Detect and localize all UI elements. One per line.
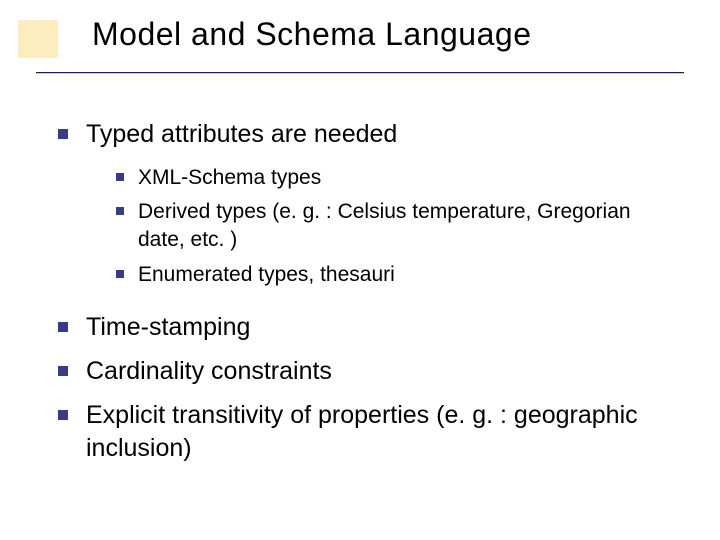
list-item-text: XML-Schema types bbox=[138, 164, 321, 192]
list-item-text: Time-stamping bbox=[86, 311, 250, 345]
list-item-text: Derived types (e. g. : Celsius temperatu… bbox=[138, 198, 678, 255]
title-underline bbox=[36, 72, 684, 73]
sub-list: XML-Schema types Derived types (e. g. : … bbox=[116, 164, 678, 289]
square-bullet-icon bbox=[58, 366, 68, 376]
list-item-text: Typed attributes are needed bbox=[86, 118, 397, 152]
list-item-text: Enumerated types, thesauri bbox=[138, 261, 395, 289]
list-item: Typed attributes are needed bbox=[58, 118, 678, 152]
square-bullet-icon bbox=[116, 207, 124, 215]
square-bullet-icon bbox=[58, 129, 68, 139]
list-item: Derived types (e. g. : Celsius temperatu… bbox=[116, 198, 678, 255]
square-bullet-icon bbox=[58, 410, 68, 420]
slide: Model and Schema Language Typed attribut… bbox=[0, 0, 720, 540]
square-bullet-icon bbox=[116, 270, 124, 278]
list-item-text: Cardinality constraints bbox=[86, 355, 332, 389]
title-accent-block bbox=[18, 20, 58, 58]
list-item: Cardinality constraints bbox=[58, 355, 678, 389]
slide-content: Typed attributes are needed XML-Schema t… bbox=[58, 118, 678, 476]
square-bullet-icon bbox=[116, 173, 124, 181]
list-item-text: Explicit transitivity of properties (e. … bbox=[86, 399, 678, 467]
list-item: XML-Schema types bbox=[116, 164, 678, 192]
list-item: Enumerated types, thesauri bbox=[116, 261, 678, 289]
list-item: Time-stamping bbox=[58, 311, 678, 345]
square-bullet-icon bbox=[58, 322, 68, 332]
list-item: Explicit transitivity of properties (e. … bbox=[58, 399, 678, 467]
slide-title: Model and Schema Language bbox=[92, 16, 531, 53]
